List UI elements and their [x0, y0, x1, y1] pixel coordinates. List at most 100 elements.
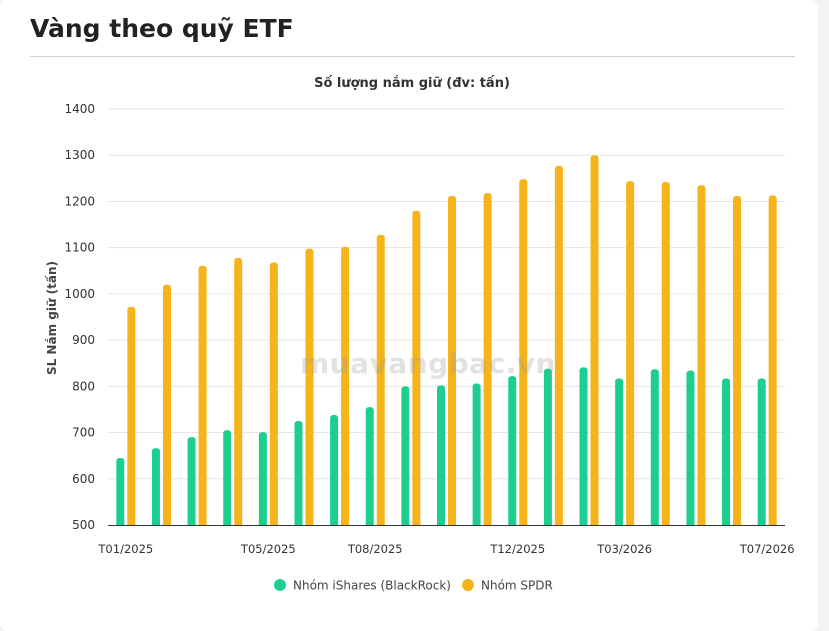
bar-base [162, 522, 171, 525]
bar-spdr[interactable] [127, 306, 136, 525]
bar-spdr[interactable] [376, 234, 385, 526]
x-tick-label: T03/2026 [596, 542, 652, 556]
x-tick-label: T08/2025 [347, 542, 403, 556]
chart-title: Số lượng nắm giữ (đv: tấn) [314, 76, 510, 91]
bar-spdr[interactable] [341, 246, 350, 525]
bar-base [757, 522, 766, 525]
y-tick-label: 500 [72, 518, 95, 532]
bar-base [661, 522, 670, 525]
bar-base [472, 522, 481, 525]
bar-spdr[interactable] [768, 195, 777, 526]
y-tick-label: 900 [72, 333, 95, 347]
x-tick-label: T05/2025 [240, 542, 296, 556]
bar-base [508, 522, 517, 525]
bar-spdr[interactable] [626, 181, 635, 525]
bar-spdr[interactable] [234, 257, 243, 525]
bar-base [733, 522, 742, 525]
y-tick-label: 600 [72, 472, 95, 486]
bar-spdr[interactable] [269, 262, 278, 525]
bar-base [376, 522, 385, 525]
bar-base [519, 522, 528, 525]
y-tick-label: 800 [72, 379, 95, 393]
bar-ishares[interactable] [437, 385, 445, 525]
bar-ishares[interactable] [116, 457, 125, 525]
bar-spdr[interactable] [198, 265, 207, 525]
bar-spdr[interactable] [661, 182, 670, 525]
bar-ishares[interactable] [330, 414, 339, 525]
bar-base [223, 522, 232, 525]
bar-base [198, 522, 207, 525]
bar-spdr[interactable] [412, 210, 421, 525]
legend-label: Nhóm SPDR [481, 579, 553, 593]
bar-base [294, 522, 303, 525]
bar-ishares[interactable] [508, 376, 517, 525]
bar-base [650, 522, 659, 525]
bar-base [590, 522, 599, 525]
y-tick-label: 1100 [64, 241, 95, 255]
legend-item[interactable]: Nhóm iShares (BlackRock) [274, 579, 451, 593]
bar-base [412, 522, 421, 525]
bar-ishares[interactable] [365, 407, 374, 525]
bar-spdr[interactable] [697, 185, 706, 525]
bar-base [234, 522, 243, 525]
bar-spdr[interactable] [305, 248, 314, 525]
bar-spdr[interactable] [733, 195, 742, 526]
bar-base [116, 522, 125, 525]
bar-spdr[interactable] [162, 284, 171, 525]
bar-spdr[interactable] [448, 195, 456, 526]
bar-ishares[interactable] [722, 378, 731, 525]
bar-ishares[interactable] [151, 448, 160, 525]
bar-base [626, 522, 635, 525]
bar-spdr[interactable] [554, 165, 563, 525]
watermark: muavangbac.vn [300, 347, 556, 380]
bar-ishares[interactable] [258, 432, 267, 525]
legend-swatch [462, 579, 474, 591]
bar-spdr[interactable] [483, 193, 492, 525]
legend-swatch [274, 579, 286, 591]
bar-base [305, 522, 314, 525]
bar-base [330, 522, 339, 525]
bar-base [437, 522, 445, 525]
bar-ishares[interactable] [543, 368, 552, 525]
bar-base [722, 522, 731, 525]
bar-base [448, 522, 456, 525]
bar-ishares[interactable] [579, 367, 588, 525]
bar-ishares[interactable] [223, 430, 232, 525]
bar-ishares[interactable] [615, 378, 624, 525]
bar-spdr[interactable] [519, 179, 528, 525]
bar-base [579, 522, 588, 525]
bar-ishares[interactable] [686, 370, 695, 525]
bar-ishares[interactable] [472, 383, 481, 525]
page-title: Vàng theo quỹ ETF [30, 14, 294, 43]
bar-base [401, 522, 410, 525]
bar-ishares[interactable] [294, 421, 303, 525]
bar-ishares[interactable] [757, 378, 766, 525]
bar-ishares[interactable] [187, 437, 196, 525]
bar-base [686, 522, 695, 525]
bar-ishares[interactable] [650, 369, 659, 525]
y-tick-label: 1300 [64, 148, 95, 162]
bar-base [151, 522, 160, 525]
bar-base [554, 522, 563, 525]
legend-label: Nhóm iShares (BlackRock) [293, 579, 451, 593]
bar-ishares[interactable] [401, 386, 410, 525]
y-axis-label: SL Nắm giữ (tấn) [45, 261, 59, 375]
y-tick-label: 700 [72, 426, 95, 440]
legend-item[interactable]: Nhóm SPDR [462, 579, 553, 593]
bar-base [365, 522, 374, 525]
x-tick-label: T01/2025 [97, 542, 153, 556]
y-tick-label: 1400 [64, 102, 95, 116]
bar-spdr[interactable] [590, 155, 599, 525]
bar-base [269, 522, 278, 525]
bar-base [258, 522, 267, 525]
bar-base [543, 522, 552, 525]
bar-base [483, 522, 492, 525]
y-tick-label: 1000 [64, 287, 95, 301]
bar-base [341, 522, 350, 525]
x-tick-label: T12/2025 [489, 542, 545, 556]
x-tick-label: T07/2026 [739, 542, 795, 556]
title-divider [30, 56, 795, 57]
bar-base [615, 522, 624, 525]
